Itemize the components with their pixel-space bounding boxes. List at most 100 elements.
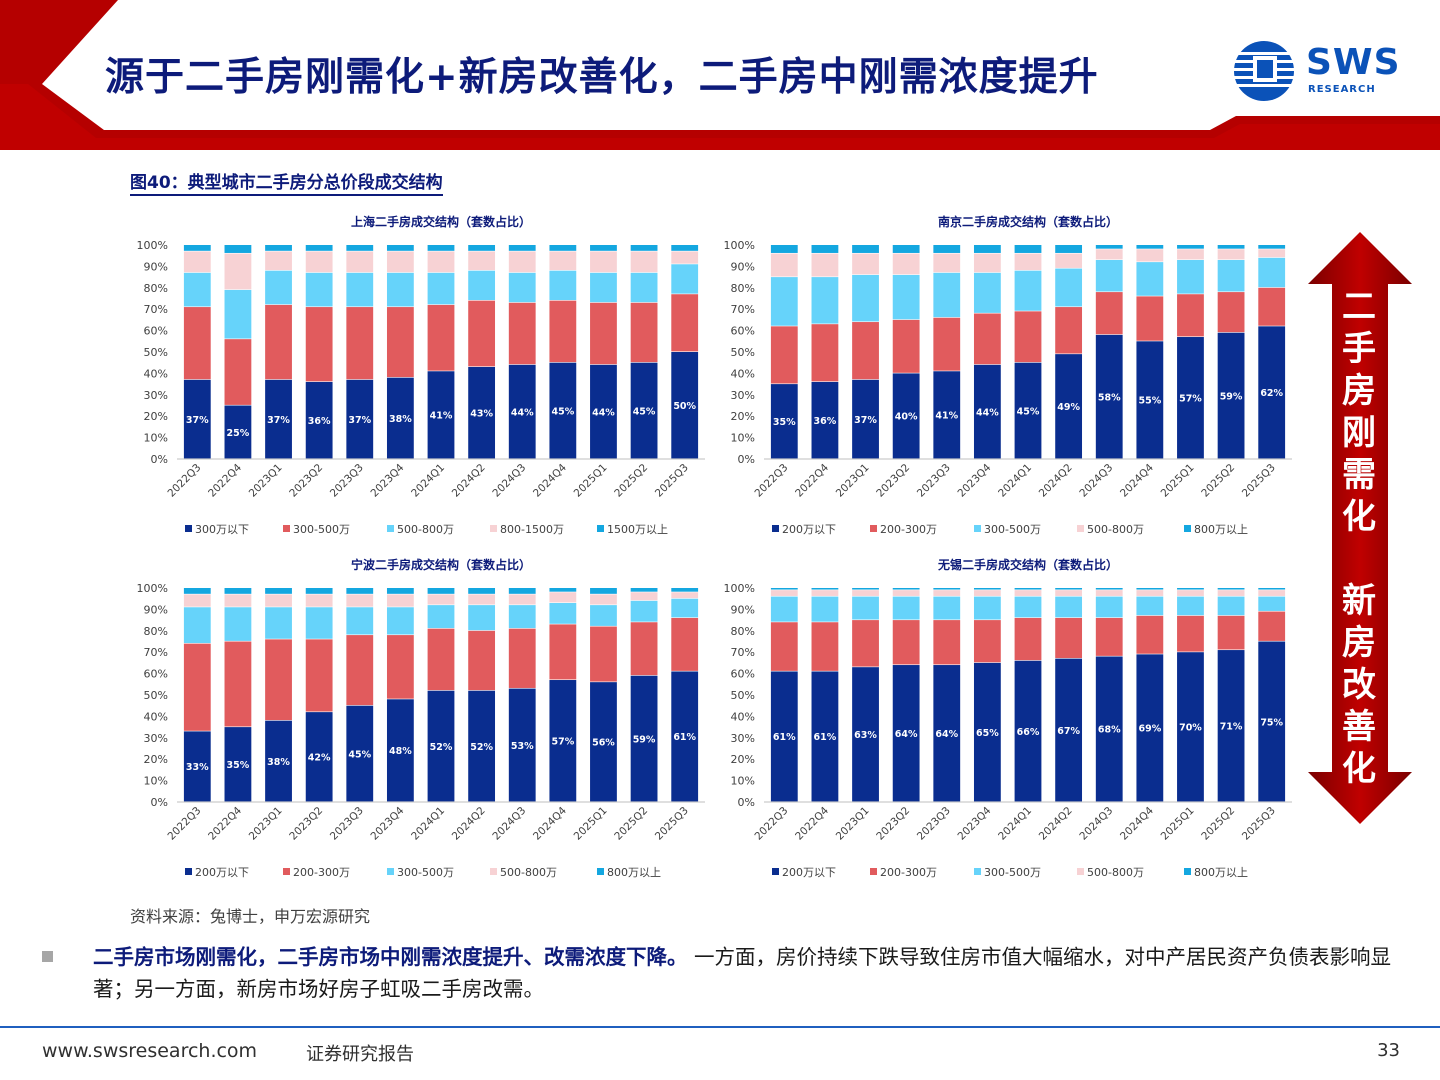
bar-segment [770, 590, 798, 596]
data-label: 48% [389, 746, 412, 757]
bar-segment [386, 594, 414, 607]
summary-paragraph: 二手房市场刚需化，二手房市场中刚需浓度提升、改需浓度下降。 一方面，房价持续下跌… [93, 941, 1403, 1005]
bar-segment [811, 588, 839, 590]
legend-swatch [490, 525, 497, 532]
footer-url[interactable]: www.swsresearch.com [42, 1040, 258, 1062]
bar-segment [1258, 596, 1286, 611]
chart-title: 上海二手房成交结构（套数占比） [351, 214, 531, 229]
y-tick-label: 100% [724, 582, 755, 595]
data-label: 57% [1179, 394, 1202, 405]
y-tick-label: 10% [144, 775, 168, 788]
legend-label: 300-500万 [984, 866, 1041, 879]
bar-segment [1177, 596, 1204, 616]
chart-nanjing: 南京二手房成交结构（套数占比） 0% 10% 20% 30% 40% 50% 60% 70% 80… [724, 214, 1292, 536]
side-char: 房 [1342, 371, 1376, 411]
side-char: 需 [1342, 455, 1376, 495]
bar-segment [183, 731, 211, 802]
bar-segment [671, 245, 699, 251]
bar-segment [933, 596, 961, 620]
legend-swatch [1184, 525, 1191, 532]
bar-segment [1217, 332, 1245, 459]
source-note: 资料来源：兔博士，申万宏源研究 [130, 907, 371, 926]
bar-segment [973, 245, 1001, 253]
x-tick-label: 2024Q3 [1077, 462, 1115, 500]
data-label: 59% [1220, 391, 1243, 402]
bar-segment [1177, 652, 1204, 802]
bar-segment [1136, 596, 1164, 616]
bar-segment [468, 605, 496, 631]
bar-segment [590, 302, 617, 365]
y-tick-label: 10% [731, 775, 755, 788]
bar-segment [1055, 658, 1083, 802]
legend-swatch [974, 525, 981, 532]
bar-segment [1217, 588, 1245, 590]
data-label: 45% [633, 406, 656, 417]
bar-segment [1136, 590, 1164, 596]
y-tick-label: 0% [151, 453, 168, 466]
bar-segment [1177, 590, 1204, 596]
bar-segment [468, 630, 496, 691]
bar-segment [549, 300, 577, 363]
chart-wuxi: 无锡二手房成交结构（套数占比） 0% 10% 20% 30% 40% 50% 60% 70% 80… [724, 557, 1292, 879]
bar-segment [933, 620, 961, 665]
x-tick-label: 2023Q4 [956, 461, 994, 499]
bar-segment [933, 253, 961, 273]
bar-segment [671, 251, 699, 264]
x-tick-label: 2023Q1 [834, 805, 872, 843]
bar-segment [386, 635, 414, 699]
bar-segment [183, 594, 211, 607]
bar-segment [1095, 292, 1123, 335]
y-tick-label: 30% [731, 732, 755, 745]
data-label: 25% [227, 428, 250, 439]
footer-rule [0, 1026, 1440, 1028]
legend-swatch [1184, 868, 1191, 875]
bar-segment [1095, 590, 1123, 596]
bar-segment [468, 366, 496, 459]
data-label: 63% [854, 730, 877, 741]
summary-bold: 二手房市场刚需化，二手房市场中刚需浓度提升、改需浓度下降。 [93, 945, 688, 969]
x-tick-label: 2023Q1 [834, 462, 872, 500]
x-tick-label: 2022Q3 [752, 805, 790, 843]
bar-segment [1136, 245, 1164, 249]
bar-segment [892, 319, 920, 373]
legend-label: 300-500万 [397, 866, 454, 879]
bar-segment [811, 381, 839, 459]
y-tick-label: 70% [731, 646, 755, 659]
x-tick-label: 2024Q2 [1037, 462, 1075, 500]
data-label: 33% [186, 762, 209, 773]
bar-segment [671, 617, 699, 671]
x-tick-label: 2024Q4 [531, 804, 569, 842]
bar-segment [1095, 249, 1123, 260]
data-label: 61% [814, 732, 837, 743]
y-tick-label: 100% [137, 582, 168, 595]
page-title: 源于二手房刚需化+新房改善化，二手房中刚需浓度提升 [105, 55, 1099, 100]
side-char: 房 [1342, 623, 1376, 663]
y-tick-label: 0% [738, 453, 755, 466]
bar-segment [892, 253, 920, 275]
x-tick-label: 2024Q2 [1037, 805, 1075, 843]
x-tick-label: 2023Q2 [874, 462, 912, 500]
bar-segment [811, 277, 839, 324]
bar-segment [224, 607, 252, 641]
bar-segment [305, 307, 333, 382]
data-label: 64% [895, 729, 918, 740]
x-tick-label: 2023Q4 [369, 461, 407, 499]
bar-segment [1014, 270, 1042, 311]
y-tick-label: 0% [151, 796, 168, 809]
bar-segment [590, 251, 617, 273]
bar-segment [811, 253, 839, 277]
data-label: 50% [673, 401, 696, 412]
legend-swatch [974, 868, 981, 875]
legend-label: 800万以上 [1194, 866, 1248, 879]
bar-segment [1095, 596, 1123, 618]
bar-segment [549, 680, 577, 802]
bar-segment [590, 594, 617, 605]
bar-segment [305, 607, 333, 639]
bar-segment [852, 588, 879, 590]
bar-segment [468, 245, 496, 251]
bar-segment [852, 322, 879, 380]
bar-segment [1014, 245, 1042, 253]
bar-segment [265, 304, 292, 380]
bar-segment [427, 628, 455, 691]
bar-segment [1217, 259, 1245, 292]
